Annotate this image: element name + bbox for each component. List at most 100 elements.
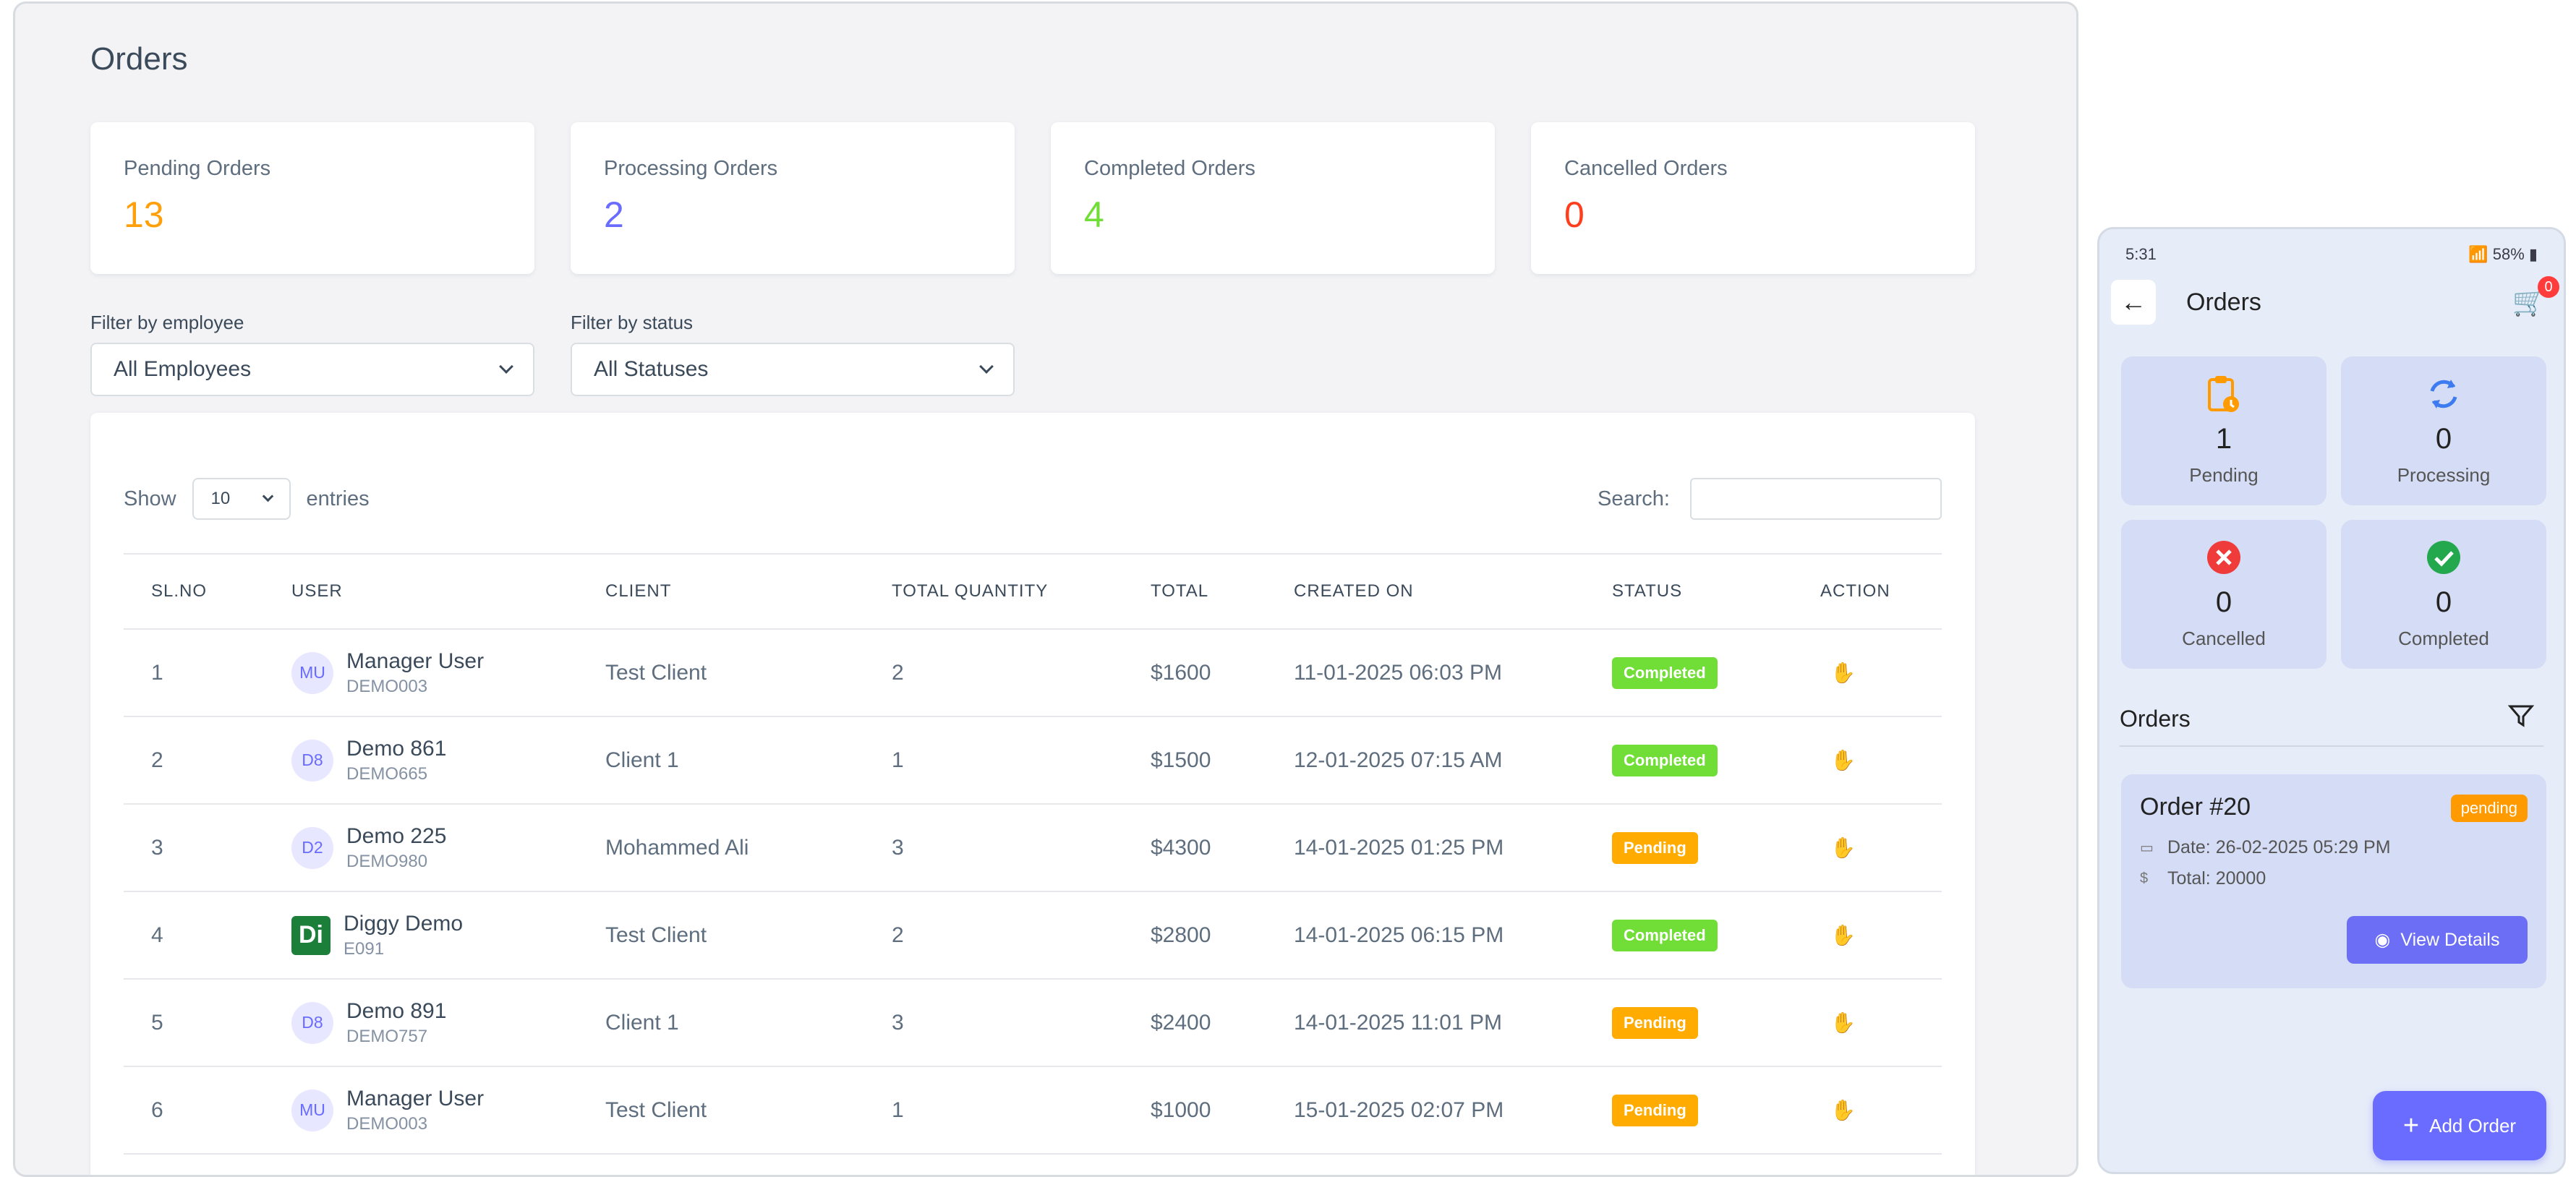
hand-icon[interactable]: ✋: [1830, 661, 1856, 684]
created-on-cell: 11-01-2025 06:03 PM: [1266, 629, 1585, 717]
filter-icon[interactable]: [2507, 702, 2535, 735]
orders-section-header: Orders: [2120, 702, 2535, 735]
stat-card-cancelled: Cancelled Orders 0: [1531, 122, 1975, 274]
orders-table-body: 1 MU Manager User DEMO003 Test Client 2 $1600 1…: [124, 629, 1942, 1175]
user-cell: MU Manager User DEMO003: [264, 629, 578, 717]
status-cell: Pending: [1585, 1066, 1793, 1155]
view-details-button[interactable]: ◉ View Details: [2347, 916, 2528, 964]
order-card[interactable]: Order #20 pending ▭ Date: 26-02-2025 05:…: [2121, 774, 2546, 988]
order-status-badge: pending: [2450, 795, 2528, 822]
column-header[interactable]: CREATED ON: [1266, 553, 1585, 630]
chevron-down-icon: [262, 490, 273, 502]
user-code: E091: [344, 938, 385, 959]
mobile-stat-cards: 1 Pending 0 Processing 0 Cancelled 0 Com…: [2121, 356, 2546, 669]
employee-filter-select[interactable]: All Employees: [90, 343, 534, 396]
back-arrow-icon: ←: [2120, 287, 2146, 317]
table-row: [124, 1154, 1942, 1175]
refresh-icon: [2422, 372, 2465, 416]
table-row: 1 MU Manager User DEMO003 Test Client 2 $1600 1…: [124, 629, 1942, 717]
mobile-card-cancelled[interactable]: 0 Cancelled: [2121, 520, 2326, 669]
mobile-card-value: 0: [2435, 423, 2452, 455]
column-header[interactable]: USER: [264, 553, 578, 630]
column-header[interactable]: TOTAL: [1123, 553, 1266, 630]
user-name: Demo 891: [346, 998, 447, 1023]
avatar: MU: [291, 651, 333, 694]
user-name: Diggy Demo: [344, 911, 464, 936]
column-header[interactable]: STATUS: [1585, 553, 1793, 630]
hand-icon[interactable]: ✋: [1830, 836, 1856, 859]
table-row: 4 Di Diggy Demo E091 Test Client 2 $2800 14-01-…: [124, 891, 1942, 980]
cart-count-badge: 0: [2538, 276, 2559, 298]
order-title: Order #20: [2140, 793, 2251, 821]
order-total: Total: 20000: [2167, 868, 2266, 889]
mobile-card-label: Cancelled: [2182, 628, 2266, 649]
hand-icon[interactable]: ✋: [1830, 1011, 1856, 1034]
quantity-cell: 2: [864, 629, 1123, 717]
stat-value: 2: [604, 194, 624, 235]
table-header-row: SL.NO USER CLIENT TOTAL QUANTITY TOTAL C…: [124, 553, 1942, 630]
status-icons: 📶 58% ▮: [2468, 245, 2538, 264]
status-badge: Completed: [1612, 919, 1718, 951]
quantity-cell: 3: [864, 979, 1123, 1067]
status-badge: Pending: [1612, 1094, 1698, 1126]
section-title: Orders: [2120, 705, 2191, 732]
dollar-icon: $: [2140, 870, 2149, 886]
hand-icon[interactable]: ✋: [1830, 923, 1856, 946]
mobile-card-pending[interactable]: 1 Pending: [2121, 356, 2326, 505]
column-header[interactable]: CLIENT: [578, 553, 864, 630]
quantity-cell: 2: [864, 891, 1123, 980]
hand-icon[interactable]: ✋: [1830, 1098, 1856, 1121]
orders-table-card: Show 10 entries Search: SL.NO USER CLIEN…: [90, 413, 1975, 1175]
column-header[interactable]: ACTION: [1793, 553, 1942, 630]
column-header[interactable]: SL.NO: [124, 553, 264, 630]
user-code: DEMO003: [346, 1113, 428, 1134]
sl-no-cell: 5: [124, 979, 264, 1067]
order-total-line: $ Total: 20000: [2140, 868, 2528, 889]
employee-filter-value: All Employees: [114, 357, 252, 381]
page-length-value: 10: [210, 489, 231, 508]
client-cell: Test Client: [578, 629, 864, 717]
stat-value: 13: [124, 194, 164, 235]
total-cell: $4300: [1123, 804, 1266, 892]
add-order-button[interactable]: + Add Order: [2373, 1091, 2546, 1160]
search-input[interactable]: [1690, 478, 1942, 520]
search-label: Search:: [1598, 487, 1670, 510]
status-badge: Completed: [1612, 656, 1718, 689]
user-name: Manager User: [346, 649, 485, 673]
back-button[interactable]: ←: [2111, 280, 2156, 325]
total-cell: $1600: [1123, 629, 1266, 717]
user-cell: D2 Demo 225 DEMO980: [264, 804, 578, 892]
hand-icon[interactable]: ✋: [1830, 748, 1856, 771]
avatar: Di: [291, 915, 330, 955]
column-header[interactable]: TOTAL QUANTITY: [864, 553, 1123, 630]
total-cell: $1500: [1123, 716, 1266, 805]
stat-cards: Pending Orders 13 Processing Orders 2 Co…: [90, 122, 1975, 274]
battery-level: 58%: [2492, 245, 2525, 263]
avatar: D8: [291, 1001, 333, 1044]
user-name: Manager User: [346, 1086, 485, 1110]
mobile-card-processing[interactable]: 0 Processing: [2341, 356, 2546, 505]
sl-no-cell: 1: [124, 629, 264, 717]
page-length-select[interactable]: 10: [192, 478, 291, 520]
status-filter-label: Filter by status: [571, 312, 694, 333]
action-cell: ✋: [1793, 716, 1942, 805]
action-cell: ✋: [1793, 891, 1942, 980]
status-bar: 5:31 📶 58% ▮: [2125, 245, 2538, 264]
mobile-header: ← Orders 🛒 0: [2111, 276, 2559, 325]
avatar: D2: [291, 826, 333, 869]
mobile-card-completed[interactable]: 0 Completed: [2341, 520, 2546, 669]
client-cell: Client 1: [578, 716, 864, 805]
status-filter-select[interactable]: All Statuses: [571, 343, 1015, 396]
table-row: 5 D8 Demo 891 DEMO757 Client 1 3 $2400 14-01-20…: [124, 979, 1942, 1067]
status-cell: Pending: [1585, 979, 1793, 1067]
stat-card-completed: Completed Orders 4: [1051, 122, 1495, 274]
user-code: DEMO003: [346, 676, 428, 696]
status-cell: Completed: [1585, 891, 1793, 980]
stat-value: 4: [1084, 194, 1104, 235]
total-cell: $1000: [1123, 1066, 1266, 1155]
cart-button[interactable]: 🛒 0: [2512, 276, 2559, 318]
table-search: Search:: [1598, 478, 1942, 520]
created-on-cell: 14-01-2025 11:01 PM: [1266, 979, 1585, 1067]
status-cell: Completed: [1585, 629, 1793, 717]
action-cell: ✋: [1793, 804, 1942, 892]
